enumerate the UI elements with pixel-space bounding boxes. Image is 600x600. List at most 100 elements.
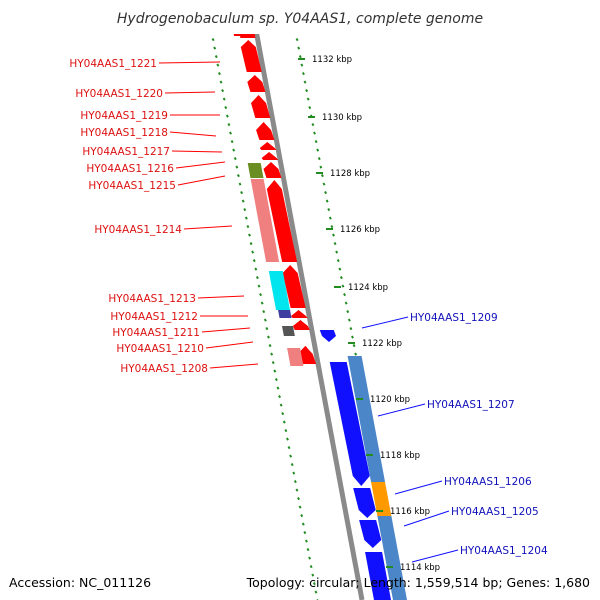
kbp-label: 1124 kbp	[348, 283, 388, 293]
forward-gene-label: HY04AAS1_1212	[110, 311, 198, 323]
tick-mark	[287, 446, 291, 450]
tick-mark	[271, 361, 275, 365]
tick-mark	[214, 55, 218, 59]
forward-gene-arrow	[240, 40, 262, 72]
tick-mark	[293, 480, 297, 484]
tick-mark	[306, 97, 310, 101]
leader-line	[411, 549, 459, 563]
reverse-gene-arrow	[353, 488, 376, 518]
tick-mark	[311, 123, 315, 127]
gene-labels: HY04AAS1_1221 HY04AAS1_1220 HY04AAS1_1219 H…	[69, 58, 548, 563]
kbp-scale: 1132 kbp 1130 kbp 1128 kbp 1126 kbp 1124 kbp…	[298, 55, 440, 573]
tick-mark	[338, 267, 342, 271]
tick-mark	[308, 106, 312, 110]
tick-mark	[213, 46, 217, 50]
tick-mark	[333, 242, 337, 246]
forward-gene-label: HY04AAS1_1219	[80, 110, 168, 122]
tick-mark	[289, 454, 293, 458]
tick-mark	[304, 539, 308, 543]
leader-line	[394, 480, 443, 495]
tick-mark	[301, 72, 305, 76]
tick-mark	[262, 310, 266, 314]
tick-mark	[322, 182, 326, 186]
tick-mark	[255, 276, 259, 280]
forward-gene-label: HY04AAS1_1213	[108, 293, 196, 305]
tick-mark	[268, 344, 272, 348]
tick-mark	[217, 72, 221, 76]
tick-mark	[332, 233, 335, 237]
tick-mark	[312, 582, 316, 586]
tick-mark	[295, 38, 299, 42]
tick-mark	[219, 80, 223, 84]
kbp-label: 1120 kbp	[370, 395, 410, 405]
tick-mark	[263, 318, 267, 322]
topology-text: Topology: circular; Length: 1,559,514 bp…	[246, 575, 590, 590]
tick-mark	[298, 505, 302, 509]
tick-mark	[222, 97, 226, 101]
kbp-label: 1122 kbp	[362, 339, 402, 349]
kbp-label: 1130 kbp	[322, 113, 362, 123]
forward-gene-light	[287, 348, 304, 366]
tick-mark	[292, 471, 296, 475]
tick-mark	[216, 63, 220, 67]
tick-mark	[254, 267, 258, 271]
tick-mark	[306, 548, 310, 552]
tick-mark	[303, 531, 307, 535]
reverse-gene-arrow	[319, 330, 336, 342]
tick-mark	[314, 140, 318, 144]
forward-gene-label: HY04AAS1_1211	[112, 327, 200, 339]
forward-gene-arrow	[292, 320, 310, 330]
leader-line	[377, 403, 426, 417]
reverse-gene-arrow	[365, 552, 391, 600]
forward-gene-label: HY04AAS1_1210	[116, 343, 204, 355]
small-feature	[278, 310, 292, 318]
tick-mark	[339, 276, 343, 280]
tick-mark	[251, 250, 255, 254]
leader-line	[201, 327, 251, 333]
tick-mark	[343, 293, 347, 297]
gene-features	[229, 14, 407, 600]
genome-backbone	[252, 24, 365, 600]
cyan-feature	[268, 271, 291, 310]
tick-mark	[284, 429, 288, 433]
tick-mark	[285, 437, 289, 441]
forward-gene-arrow	[251, 95, 271, 118]
leader-line	[403, 510, 450, 527]
forward-gene-label: HY04AAS1_1218	[80, 127, 168, 139]
tick-mark	[336, 259, 340, 263]
leader-line	[183, 225, 233, 230]
tick-mark	[295, 488, 299, 492]
leader-line	[175, 161, 226, 169]
tick-mark	[349, 327, 353, 331]
tick-mark	[303, 80, 307, 84]
leader-line	[171, 150, 223, 153]
forward-gene-arrow	[266, 180, 298, 262]
kbp-label: 1114 kbp	[400, 563, 440, 573]
tick-mark	[300, 63, 304, 67]
tick-mark	[236, 174, 240, 178]
tick-mark	[341, 284, 345, 288]
tick-mark	[346, 310, 350, 314]
reverse-gene-arrow	[359, 520, 382, 548]
tick-mark	[327, 208, 331, 212]
tick-mark	[259, 293, 263, 297]
tick-mark	[244, 216, 248, 220]
tick-mark	[229, 131, 232, 135]
kbp-label: 1118 kbp	[380, 451, 420, 461]
tick-mark	[266, 335, 270, 339]
leader-line	[361, 316, 409, 329]
leader-line	[177, 175, 226, 186]
tick-mark	[301, 522, 305, 526]
tick-mark	[238, 182, 242, 186]
kbp-label: 1132 kbp	[312, 55, 352, 65]
tick-mark	[297, 497, 301, 501]
forward-gene-arrow	[263, 162, 282, 178]
tick-mark	[232, 148, 236, 152]
forward-gene-arrow	[299, 346, 316, 364]
tick-mark	[281, 412, 285, 416]
tick-mark	[240, 191, 244, 195]
tick-mark	[225, 114, 229, 118]
kbp-label: 1116 kbp	[390, 507, 430, 517]
tick-mark	[352, 344, 356, 348]
